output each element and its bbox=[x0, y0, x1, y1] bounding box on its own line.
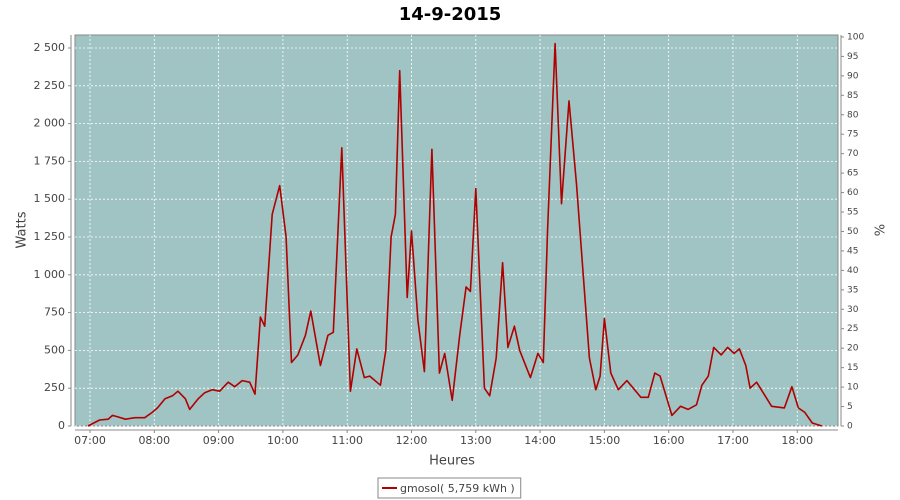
x-tick-label: 10:00 bbox=[267, 434, 299, 447]
y2-axis-label: % bbox=[874, 224, 889, 236]
y2-tick-label: 10 bbox=[847, 383, 859, 393]
y2-tick-label: 60 bbox=[847, 188, 859, 198]
y-tick-label: 750 bbox=[44, 306, 65, 319]
y-tick-label: 1 500 bbox=[34, 192, 66, 205]
y2-tick-label: 30 bbox=[847, 305, 859, 315]
chart-title: 14-9-2015 bbox=[399, 4, 502, 25]
y2-tick-label: 40 bbox=[847, 266, 859, 276]
y-tick-label: 2 250 bbox=[34, 79, 66, 92]
y-axis-label: Watts bbox=[15, 211, 30, 248]
y2-tick-label: 95 bbox=[847, 52, 858, 62]
y2-tick-label: 90 bbox=[847, 71, 859, 81]
y-tick-label: 1 250 bbox=[34, 230, 66, 243]
x-tick-label: 07:00 bbox=[74, 434, 106, 447]
legend-label: gmosol( 5,759 kWh ) bbox=[400, 482, 515, 495]
x-axis-label: Heures bbox=[429, 454, 475, 469]
x-tick-label: 18:00 bbox=[781, 434, 813, 447]
y2-tick-label: 15 bbox=[847, 363, 858, 373]
x-tick-label: 11:00 bbox=[331, 434, 363, 447]
y2-tick-label: 80 bbox=[847, 110, 859, 120]
y-tick-label: 0 bbox=[58, 419, 65, 432]
x-tick-label: 14:00 bbox=[524, 434, 556, 447]
y2-tick-label: 25 bbox=[847, 324, 858, 334]
y-tick-label: 250 bbox=[44, 381, 65, 394]
x-tick-label: 16:00 bbox=[653, 434, 685, 447]
x-tick-label: 13:00 bbox=[460, 434, 492, 447]
y2-tick-label: 70 bbox=[847, 149, 859, 159]
y2-tick-label: 0 bbox=[847, 422, 853, 432]
x-tick-label: 15:00 bbox=[589, 434, 621, 447]
y2-tick-label: 35 bbox=[847, 285, 858, 295]
y2-tick-label: 45 bbox=[847, 246, 858, 256]
y-tick-label: 2 500 bbox=[34, 41, 66, 54]
y-tick-label: 1 750 bbox=[34, 154, 66, 167]
y2-tick-label: 5 bbox=[847, 402, 853, 412]
y2-tick-label: 100 bbox=[847, 32, 864, 42]
x-tick-label: 17:00 bbox=[717, 434, 749, 447]
y2-tick-label: 85 bbox=[847, 91, 858, 101]
y-tick-label: 500 bbox=[44, 343, 65, 356]
y-tick-label: 2 000 bbox=[34, 117, 66, 130]
x-tick-label: 09:00 bbox=[203, 434, 235, 447]
y2-tick-label: 55 bbox=[847, 208, 858, 218]
y2-tick-label: 50 bbox=[847, 227, 859, 237]
x-tick-label: 12:00 bbox=[396, 434, 428, 447]
y-tick-label: 1 000 bbox=[34, 268, 66, 281]
x-tick-label: 08:00 bbox=[138, 434, 170, 447]
y2-tick-label: 75 bbox=[847, 130, 858, 140]
y2-tick-label: 20 bbox=[847, 344, 859, 354]
y2-tick-label: 65 bbox=[847, 169, 858, 179]
data-line bbox=[87, 42, 823, 427]
legend bbox=[377, 477, 522, 499]
